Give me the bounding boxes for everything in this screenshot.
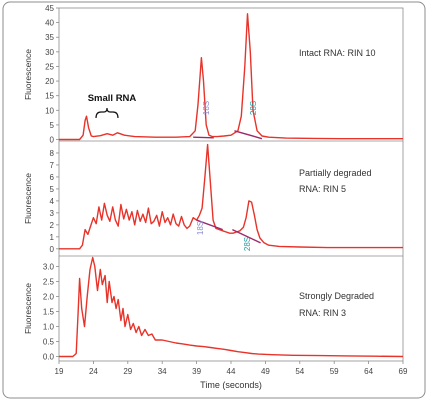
x-tick-label: 29 [123,367,132,376]
panel-3: 0.0 0.5 1.0 1.5 2.0 2.5 3.0 Fluorescence Strongl… [23,256,404,362]
y-tick-label: 4 [50,197,55,206]
y-tick-label: 3 [50,209,55,218]
x-axis-label: Time (seconds) [200,380,262,390]
sample-annotation: Strongly Degraded [299,291,374,301]
y-tick-label: 20 [45,77,54,86]
y-tick-label: 0.0 [43,353,55,362]
trace-line [59,256,404,358]
y-tick-label: 0 [50,245,55,254]
trace-line [59,143,403,250]
y-tick-label: 7 [50,161,55,170]
y-tick-label: 8 [50,149,55,158]
y-tick-label: 30 [45,48,54,57]
y-tick-label: 1 [50,233,55,242]
peak-baseline [234,130,263,140]
y-tick-label: 25 [45,62,54,71]
y-tick-label: 15 [45,92,54,101]
y-tick-label: 1.0 [43,323,55,332]
peak-baseline [232,229,261,244]
y-tick-label: 5 [50,121,55,130]
peak-label-28s: 28S [249,101,258,115]
panel-frames [2,1,426,399]
x-tick-label: 34 [158,367,167,376]
x-tick-label: 59 [330,367,339,376]
y-tick-label: 5 [50,185,55,194]
x-tick-label: 64 [364,367,373,376]
y-axis-label: Fluorescence [23,173,33,224]
panel-1: 0 5 10 15 20 25 30 35 40 45 Fluorescence 18S 28S Smal… [23,4,403,145]
x-axis: Time (seconds) 19 24 29 34 39 44 49 54 59 64 69 [55,361,408,390]
y-tick-label: 35 [45,33,54,42]
y-tick-label: 2.5 [43,278,55,287]
y-tick-label: 45 [45,4,54,13]
peak-label-18s: 18S [196,221,205,235]
y-axis-label: Fluorescence [23,283,33,334]
plot-frame [58,7,404,362]
peak-label-18s: 18S [202,101,211,115]
peak-baseline [196,219,223,231]
small-rna-label: Small RNA [88,93,137,104]
y-tick-label: 0 [50,136,55,145]
y-axis-label: Fluorescence [23,49,33,100]
sample-annotation: Partially degraded [299,168,372,178]
y-tick-label: 0.5 [43,338,55,347]
y-tick-label: 1.5 [43,308,55,317]
panel-2: 0 1 2 3 4 5 6 7 8 Fluorescence 18S 28S Partially deg… [23,143,403,254]
x-tick-label: 24 [89,367,98,376]
sample-annotation: Intact RNA: RIN 10 [299,48,376,58]
outer-frame [2,1,426,399]
x-tick-label: 54 [295,367,304,376]
y-tick-label: 2.0 [43,293,55,302]
x-tick-label: 69 [399,367,408,376]
peak-label-28s: 28S [243,237,252,251]
sample-annotation: RNA: RIN 5 [299,184,346,194]
x-tick-label: 49 [261,367,270,376]
sample-annotation: RNA: RIN 3 [299,308,346,318]
y-tick-label: 40 [45,19,54,28]
y-tick-label: 10 [45,106,54,115]
y-tick-label: 6 [50,173,55,182]
x-tick-label: 19 [55,367,64,376]
peak-baseline [193,136,214,139]
y-tick-label: 3.0 [43,263,55,272]
x-tick-label: 39 [192,367,201,376]
small-rna-brace [95,107,119,119]
y-tick-label: 2 [50,221,55,230]
trace-line [59,13,403,141]
x-tick-label: 44 [227,367,236,376]
